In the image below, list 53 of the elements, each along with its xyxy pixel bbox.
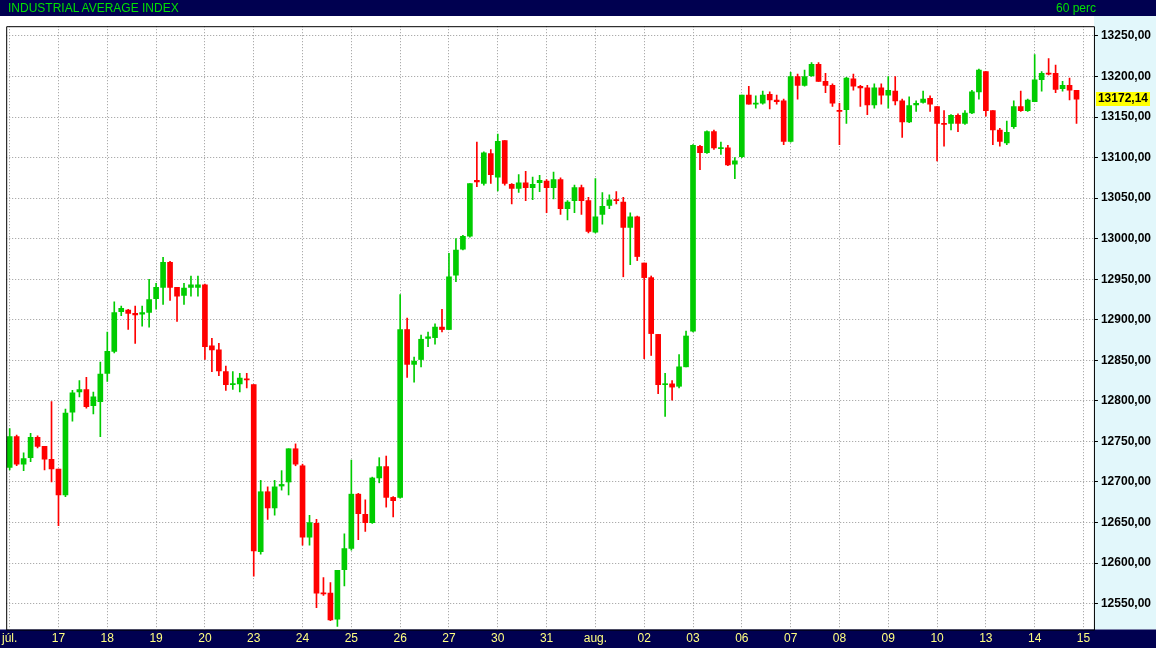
candlestick — [613, 191, 620, 205]
candlestick — [913, 100, 919, 112]
candlestick — [718, 141, 724, 155]
x-tick-label: 06 — [735, 631, 749, 646]
y-tick-label: 13100,00 — [1100, 149, 1152, 164]
x-tick-label: 30 — [491, 631, 505, 646]
x-tick-label: 07 — [783, 631, 798, 646]
candlestick — [885, 76, 892, 109]
x-tick-label: 15 — [1076, 631, 1091, 646]
y-tick-label: 12900,00 — [1100, 312, 1152, 327]
candlestick — [508, 183, 515, 205]
x-tick-label: 18 — [100, 631, 115, 646]
x-tick-label: aug. — [583, 631, 608, 646]
y-tick-label: 12750,00 — [1100, 433, 1152, 448]
text: 60 perc — [1055, 0, 1096, 16]
y-tick-label: 13200,00 — [1100, 68, 1152, 83]
x-tick-label: 14 — [1028, 631, 1042, 646]
x-tick-label: 19 — [149, 631, 164, 646]
x-tick-label: 23 — [247, 631, 261, 646]
y-tick-label: 12700,00 — [1100, 474, 1152, 489]
candlestick — [1017, 90, 1024, 112]
chart-title: INDUSTRIAL AVERAGE INDEX — [8, 0, 179, 16]
x-tick-label: 31 — [539, 631, 554, 646]
candlestick — [243, 372, 250, 389]
x-tick-label: 09 — [881, 631, 896, 646]
text: 13172,14 — [1097, 91, 1149, 106]
x-tick-label: júl. — [1, 631, 18, 646]
candlestick — [474, 141, 480, 188]
candlestick — [411, 356, 417, 383]
candlestick — [627, 212, 634, 265]
x-tick-label: 02 — [637, 631, 652, 646]
y-tick-label: 13250,00 — [1100, 28, 1152, 43]
y-tick-label: 12600,00 — [1100, 555, 1152, 570]
y-tick-label: 12800,00 — [1100, 393, 1152, 408]
y-tick-label: 12550,00 — [1100, 595, 1152, 610]
candlestick — [662, 372, 668, 417]
x-tick-label: 17 — [51, 631, 66, 646]
y-tick-label: 13050,00 — [1100, 190, 1152, 205]
y-tick-label: 12650,00 — [1100, 514, 1152, 529]
x-tick-label: 24 — [295, 631, 310, 646]
y-tick-label: 13000,00 — [1100, 231, 1152, 245]
x-tick-label: 13 — [979, 631, 993, 646]
x-tick-label: 26 — [393, 631, 408, 646]
x-tick-label: 27 — [442, 631, 456, 646]
x-tick-label: 20 — [198, 631, 212, 646]
x-tick-label: 10 — [930, 631, 945, 646]
y-tick-label: 12950,00 — [1100, 271, 1152, 286]
x-tick-label: 08 — [832, 631, 847, 646]
x-tick-label: 25 — [344, 631, 359, 646]
x-tick-label: 03 — [686, 631, 701, 646]
candlestick — [439, 308, 445, 333]
y-tick-label: 12850,00 — [1100, 352, 1152, 367]
y-tick-label: 13150,00 — [1100, 109, 1152, 124]
